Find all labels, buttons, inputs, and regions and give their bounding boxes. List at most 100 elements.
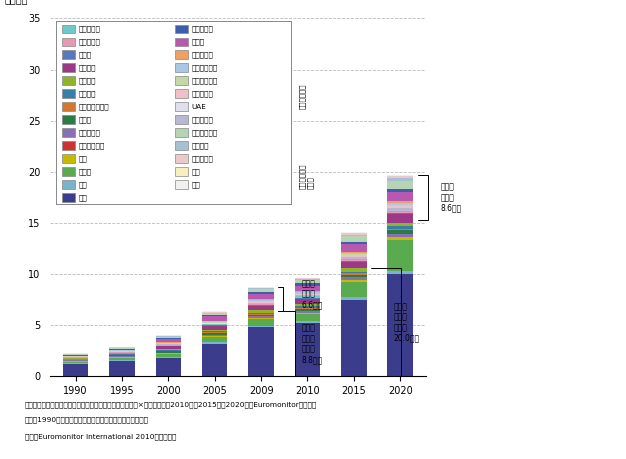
Bar	[249, 318, 274, 319]
Bar	[341, 277, 367, 280]
Bar	[295, 311, 320, 313]
Text: ナイジェリア: ナイジェリア	[192, 78, 218, 84]
Bar	[202, 313, 227, 315]
Text: ポーランド: ポーランド	[192, 26, 213, 32]
Bar	[249, 287, 274, 288]
Bar	[387, 223, 413, 226]
Bar	[341, 236, 367, 241]
Bar	[156, 346, 181, 349]
Text: 韓国: 韓国	[79, 181, 88, 188]
Bar	[341, 241, 367, 245]
Bar	[63, 362, 88, 364]
Bar	[341, 274, 367, 277]
Bar	[341, 252, 367, 253]
Bar	[387, 201, 413, 202]
Bar	[202, 335, 227, 336]
Bar	[202, 331, 227, 332]
Text: 1990年の人口にブラジルとロシアは含んでいない。: 1990年の人口にブラジルとロシアは含んでいない。	[25, 416, 149, 423]
Bar	[387, 175, 413, 176]
Bar	[341, 256, 367, 257]
Text: 中国: 中国	[79, 195, 88, 201]
Text: 資料：Euromonitor International 2010から作成。: 資料：Euromonitor International 2010から作成。	[25, 433, 177, 440]
Text: マレーシア: マレーシア	[192, 156, 213, 162]
Bar	[62, 193, 75, 202]
Text: シンガポール: シンガポール	[79, 143, 105, 149]
Bar	[202, 315, 227, 316]
Text: ベネズエラ: ベネズエラ	[192, 51, 213, 58]
Bar	[341, 254, 367, 256]
Text: その他
新興国
8.6億人: その他 新興国 8.6億人	[440, 183, 461, 213]
Bar	[202, 321, 227, 322]
Bar	[387, 202, 413, 205]
Bar	[341, 235, 367, 236]
Bar	[295, 309, 320, 311]
Bar	[295, 297, 320, 298]
Bar	[341, 282, 367, 297]
Bar	[202, 325, 227, 326]
Text: サウジアラビア: サウジアラビア	[79, 104, 110, 110]
Bar	[387, 211, 413, 212]
Text: メキシコ: メキシコ	[79, 78, 96, 84]
Bar	[175, 180, 188, 189]
Bar	[63, 361, 88, 362]
Bar	[341, 297, 367, 300]
Bar	[249, 306, 274, 310]
Bar	[156, 337, 181, 339]
Text: ブラジル: ブラジル	[79, 65, 96, 71]
Text: エジプト: エジプト	[79, 90, 96, 97]
Bar	[295, 296, 320, 297]
Bar	[249, 299, 274, 300]
Text: 備考：世帯可処分所得別の家計人口。各所得層の家計比率×人口で算出。2010年、2015年、2020年はEuromonitor推計値。: 備考：世帯可処分所得別の家計人口。各所得層の家計比率×人口で算出。2010年、2…	[25, 401, 317, 408]
Bar	[109, 349, 135, 350]
Bar	[156, 354, 181, 357]
Bar	[202, 312, 227, 313]
Bar	[175, 141, 188, 150]
Bar	[387, 176, 413, 178]
Bar	[341, 257, 367, 259]
Bar	[156, 357, 181, 358]
Bar	[295, 298, 320, 299]
Text: ペルー: ペルー	[79, 51, 92, 58]
Text: ハンガリー: ハンガリー	[79, 39, 101, 45]
Text: その他新興国: その他新興国	[299, 84, 306, 109]
Bar	[109, 360, 135, 361]
Bar	[202, 337, 227, 342]
Bar	[62, 168, 75, 176]
Bar	[295, 279, 320, 280]
Bar	[295, 313, 320, 314]
Bar	[202, 336, 227, 337]
Bar	[156, 339, 181, 342]
Bar	[175, 63, 188, 73]
Bar	[175, 116, 188, 124]
Bar	[175, 102, 188, 111]
Bar	[295, 291, 320, 292]
Bar	[249, 310, 274, 313]
Bar	[295, 284, 320, 286]
Bar	[62, 24, 75, 34]
Bar	[341, 280, 367, 282]
Bar	[341, 233, 367, 235]
Bar	[249, 294, 274, 299]
Bar	[63, 360, 88, 361]
Bar	[295, 294, 320, 295]
Bar	[202, 344, 227, 376]
Bar	[175, 77, 188, 85]
Bar	[341, 262, 367, 269]
Text: インドネシア: インドネシア	[192, 129, 218, 136]
Text: その他
新興国
6.6億人: その他 新興国 6.6億人	[301, 279, 322, 309]
Bar	[341, 245, 367, 252]
Bar	[202, 342, 227, 344]
Text: インド: インド	[79, 168, 92, 175]
Text: 台湾: 台湾	[192, 168, 200, 175]
Bar	[341, 259, 367, 260]
Bar	[202, 322, 227, 323]
Bar	[109, 355, 135, 357]
Bar	[387, 234, 413, 237]
Bar	[387, 205, 413, 206]
Text: フィリピン: フィリピン	[79, 129, 101, 136]
Bar	[63, 354, 88, 355]
Bar	[63, 355, 88, 356]
Text: UAE: UAE	[192, 104, 206, 110]
Bar	[202, 323, 227, 324]
Bar	[175, 129, 188, 137]
